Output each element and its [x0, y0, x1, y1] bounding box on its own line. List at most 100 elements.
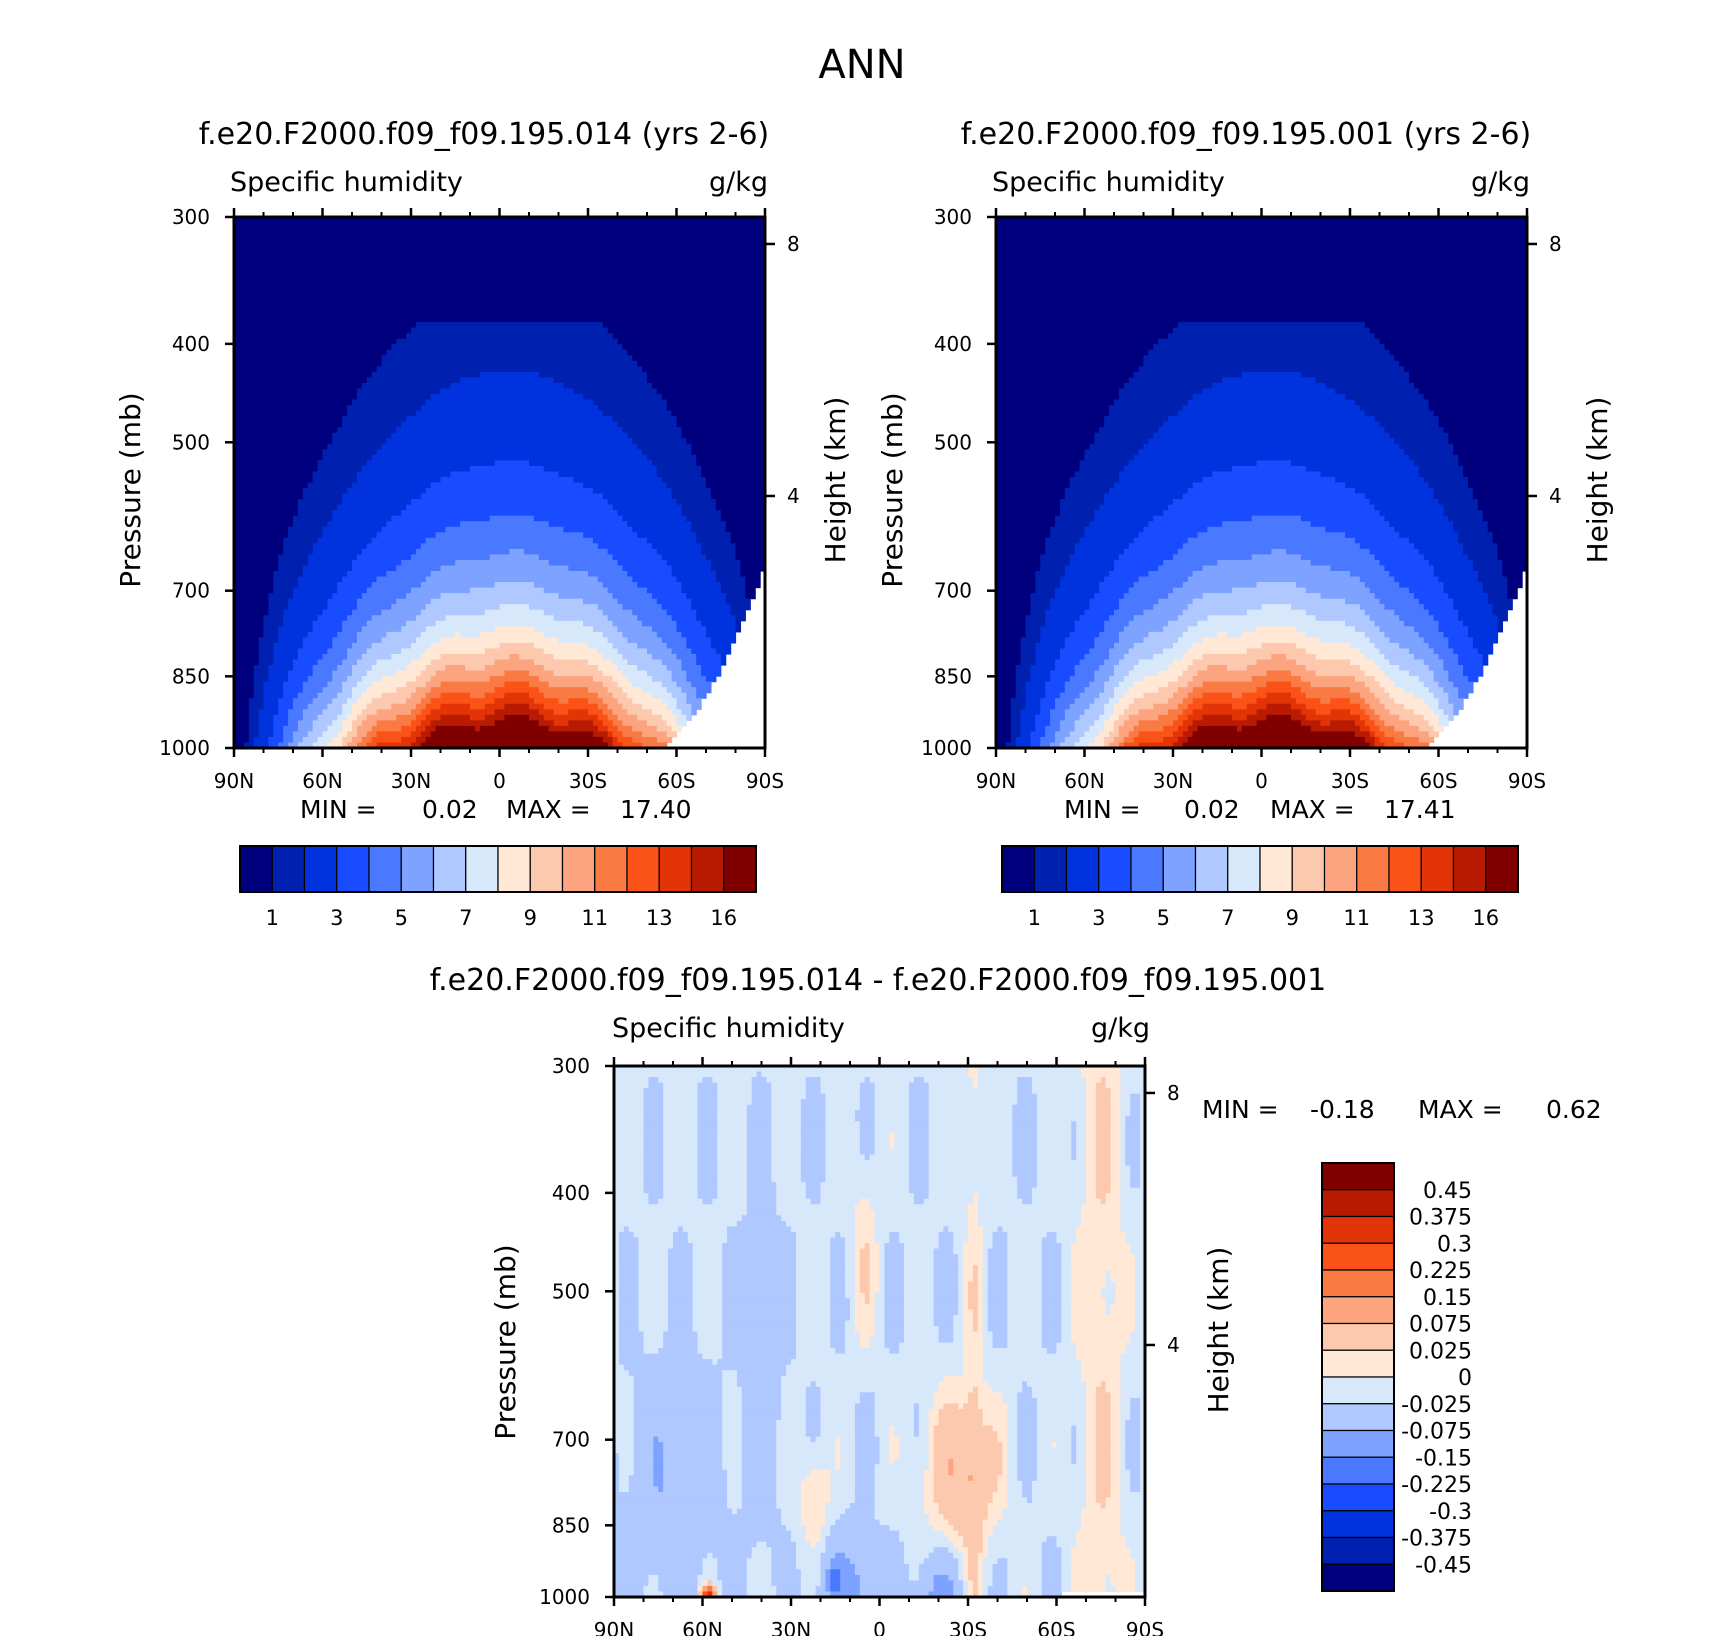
- panel-left-contour-cell: [558, 471, 658, 478]
- panel-right-contour-cell: [1010, 703, 1027, 710]
- panel-right-contour-cell: [1433, 725, 1445, 733]
- panel-left-contour-cell: [234, 222, 766, 229]
- panel-left-contour-cell: [288, 532, 324, 539]
- panel-diff-contour-cell: [830, 1298, 851, 1305]
- panel-right-contour-cell: [996, 565, 1041, 572]
- panel-right-contour-cell: [1384, 565, 1435, 572]
- panel-diff-contour-cell: [923, 1077, 974, 1084]
- panel-diff-contour-cell: [1007, 1292, 1043, 1299]
- panel-right-contour-cell: [1138, 709, 1169, 716]
- panel-left-contour-cell: [627, 521, 692, 528]
- panel-diff-contour-cell: [1022, 1381, 1028, 1388]
- panel-left-contour-cell: [352, 559, 402, 567]
- panel-diff-contour-cell: [643, 1148, 664, 1156]
- panel-left-contour-cell: [278, 742, 289, 749]
- panel-diff-contour-cell: [614, 1248, 620, 1255]
- panel-diff-contour-cell: [614, 1099, 645, 1106]
- panel-diff-contour-cell: [1135, 1320, 1146, 1327]
- panel-right-contour-cell: [996, 648, 1022, 655]
- panel-diff-contour-cell: [805, 1386, 822, 1393]
- panel-left-contour-cell: [234, 427, 338, 434]
- panel-diff-contour-cell: [815, 1541, 827, 1548]
- panel-left-contour-cell: [440, 565, 569, 572]
- panel-right-contour-cell: [1256, 698, 1297, 705]
- panel-diff-colorbar-label: 0.375: [1409, 1206, 1472, 1231]
- panel-right-contour-cell: [1109, 615, 1135, 622]
- panel-diff-contour-cell: [874, 1126, 910, 1133]
- panel-right-contour-cell: [1055, 521, 1091, 528]
- panel-diff-contour-cell: [722, 1320, 797, 1327]
- panel-diff-contour-cell: [1110, 1580, 1136, 1587]
- panel-diff-contour-cell: [1135, 1270, 1146, 1277]
- panel-left-contour-cell: [568, 698, 589, 705]
- panel-diff-contour-cell: [614, 1143, 645, 1150]
- panel-diff-contour-cell: [1110, 1480, 1122, 1487]
- panel-diff-contour-cell: [830, 1574, 841, 1582]
- panel-right-contour-cell: [1128, 377, 1223, 384]
- panel-diff-contour-cell: [997, 1480, 1008, 1487]
- panel-diff-contour-cell: [1041, 1331, 1063, 1338]
- panel-right-contour-cell: [1404, 742, 1430, 749]
- panel-diff-contour-cell: [928, 1408, 940, 1416]
- panel-diff-contour-cell: [1130, 1331, 1146, 1338]
- panel-diff-contour-cell: [1120, 1464, 1126, 1471]
- panel-right-contour-cell: [1384, 731, 1405, 738]
- panel-right-contour-cell: [1222, 521, 1312, 528]
- panel-diff-contour-cell: [618, 1486, 630, 1493]
- panel-right-contour-cell: [1202, 637, 1322, 644]
- panel-right-contour-cell: [1305, 665, 1361, 672]
- panel-diff-contour-cell: [859, 1088, 876, 1095]
- panel-diff-contour-cell: [795, 1541, 812, 1548]
- panel-diff-contour-cell: [933, 1491, 994, 1499]
- panel-diff-contour-cell: [1086, 1386, 1097, 1393]
- panel-diff-contour-cell: [1120, 1386, 1146, 1393]
- panel-diff-contour-cell: [722, 1254, 797, 1261]
- panel-diff-contour-cell: [1041, 1547, 1063, 1554]
- panel-diff-contour-cell: [717, 1132, 748, 1139]
- panel-diff-contour-cell: [1007, 1469, 1018, 1476]
- panel-diff-contour-cell: [1140, 1464, 1146, 1471]
- panel-left-contour-cell: [411, 742, 422, 749]
- panel-diff-contour-cell: [948, 1547, 959, 1554]
- panel-diff-contour-cell: [1061, 1563, 1072, 1570]
- panel-diff-contour-cell: [1081, 1066, 1122, 1073]
- panel-right-contour-cell: [996, 283, 1528, 290]
- panel-right-contour-cell: [1443, 631, 1469, 638]
- panel-diff-contour-cell: [899, 1453, 930, 1460]
- panel-diff-contour-cell: [859, 1259, 871, 1266]
- panel-diff-contour-cell: [982, 1408, 1008, 1416]
- panel-diff-contour-cell: [1081, 1519, 1122, 1526]
- panel-diff-contour-cell: [845, 1348, 890, 1355]
- panel-diff-min-label: MIN =: [1202, 1095, 1279, 1124]
- panel-right-contour-cell: [1059, 510, 1095, 517]
- panel-diff-contour-cell: [618, 1303, 640, 1310]
- panel-right-contour-cell: [1109, 714, 1120, 721]
- panel-left-contour-cell: [406, 416, 614, 423]
- panel-diff-contour-cell: [1056, 1541, 1077, 1548]
- panel-diff-contour-cell: [1125, 1132, 1141, 1139]
- panel-right-contour-cell: [1099, 582, 1135, 589]
- panel-diff-contour-cell: [1061, 1320, 1072, 1327]
- panel-right-contour-cell: [1074, 698, 1095, 705]
- panel-right-contour-cell: [1153, 344, 1386, 351]
- panel-diff-contour-cell: [1061, 1580, 1072, 1587]
- panel-left-contour-cell: [627, 637, 663, 644]
- panel-diff-contour-cell: [835, 1348, 846, 1355]
- panel-right-contour-cell: [1079, 465, 1125, 473]
- panel-left-contour-cell: [543, 631, 604, 638]
- panel-diff-contour-cell: [840, 1580, 861, 1587]
- panel-diff-contour-cell: [869, 1337, 886, 1344]
- panel-right-contour-cell: [1330, 565, 1386, 572]
- panel-right-contour-cell: [1187, 488, 1356, 495]
- panel-diff-contour-cell: [879, 1281, 886, 1288]
- panel-diff-contour-cell: [913, 1077, 925, 1084]
- panel-diff-contour-cell: [1061, 1259, 1072, 1266]
- panel-diff-contour-cell: [845, 1265, 856, 1272]
- panel-diff-contour-cell: [614, 1541, 758, 1548]
- panel-right-contour-cell: [1114, 725, 1120, 733]
- panel-right-contour-cell: [1394, 355, 1528, 362]
- panel-left-contour-cell: [352, 609, 383, 616]
- panel-diff-contour-cell: [781, 1519, 802, 1526]
- panel-right-contour-cell: [1168, 416, 1376, 423]
- panel-diff-contour-cell: [722, 1442, 743, 1449]
